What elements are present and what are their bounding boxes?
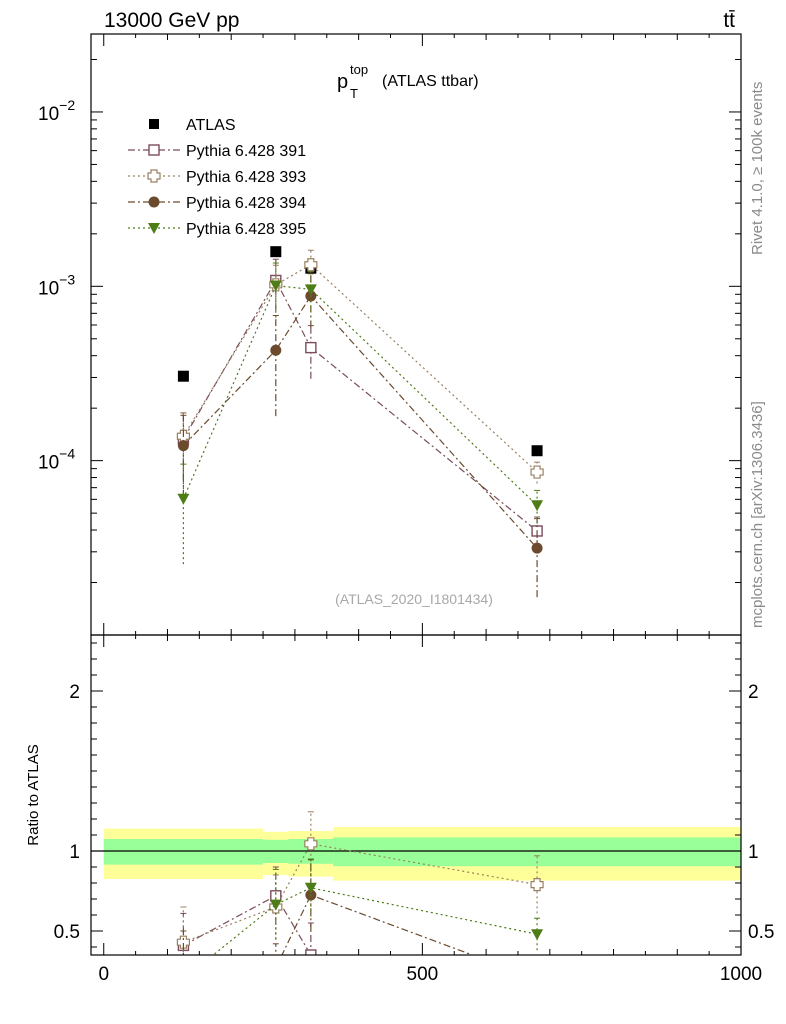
ratio-frame [90,634,742,956]
ratio-line-pythia-6-428-391 [183,894,317,955]
legend-marker-391 [148,144,160,156]
series-line-pythia-6-428-393 [182,263,538,473]
mcplots-source-label: mcplots.cern.ch [arXiv:1306.3436] [749,401,766,628]
data-point-pythia-6-428-395-3 [531,500,544,512]
ratio-ytick-label-right-1: 1 [748,842,759,863]
data-point-pythia-6-428-391-2 [305,341,317,354]
plot-title-symbol: p [337,71,348,93]
ratio-ytick-label-right-0: 0.5 [748,922,774,943]
series-line-pythia-6-428-394 [182,295,538,549]
ytick-label-0: 10−4 [38,446,75,474]
series-line-pythia-6-428-391 [182,279,538,532]
data-point-pythia-6-428-394-3 [531,542,543,554]
data-point-pythia-6-428-393-3 [530,465,544,479]
data-point-pythia-6-428-393-2 [304,258,318,272]
legend: ATLAS Pythia 6.428 391 Pythia 6.428 393 … [128,117,306,238]
ratio-ytick-label-right-2: 2 [748,682,759,703]
plot-title-subscript: T [350,86,358,101]
ratio-ytick-label-left-2: 2 [69,682,80,703]
legend-entry-394: Pythia 6.428 394 [128,195,306,212]
plot-title-superscript: top [350,62,368,77]
ytick-exponent-2: −2 [59,97,75,113]
legend-label-391: Pythia 6.428 391 [186,143,306,160]
ratio-line-pythia-6-428-393 [183,843,538,943]
xtick-label-0: 0 [98,964,109,985]
main-panel: 10−4 10−3 10−2 p top T (ATLAS ttbar) (ATLA… [38,33,742,636]
data-point-pythia-6-428-395-2 [304,284,317,296]
main-axis-ticks: 10−4 10−3 10−2 [38,34,742,636]
ratio-point-pythia-6-428-393-3 [530,878,544,892]
ratio-point-pythia-6-428-394-3 [532,974,543,985]
ratio-point-pythia-6-428-394-0 [178,958,189,969]
ratio-plot-area [91,811,741,985]
process-label: tt̄ [723,9,735,32]
legend-label-393: Pythia 6.428 393 [186,169,306,186]
legend-entry-391: Pythia 6.428 391 [128,143,306,160]
legend-marker-atlas [149,119,159,129]
legend-marker-394 [148,196,160,208]
data-point-pythia-6-428-395-0 [177,493,190,505]
uncertainty-band-inner-0 [103,839,264,865]
ytick-exponent-0: −4 [59,446,75,462]
ratio-line-pythia-6-428-395 [212,887,538,955]
ratio-point-pythia-6-428-391-3 [532,974,542,984]
ratio-point-pythia-6-428-395-2 [304,882,317,894]
legend-label-394: Pythia 6.428 394 [186,195,306,212]
data-point-atlas-0 [177,370,189,382]
xtick-label-2: 1000 [720,964,762,985]
ytick-exponent-1: −3 [59,271,75,287]
ratio-point-pythia-6-428-395-3 [531,929,544,941]
main-plot-area [176,246,544,598]
data-point-pythia-6-428-395-1 [269,280,282,292]
legend-marker-393 [147,169,161,183]
ratio-ytick-label-left-0: 0.5 [54,922,80,943]
ytick-label-1: 10−3 [38,271,75,299]
data-point-pythia-6-428-394-0 [177,440,189,452]
data-point-pythia-6-428-394-1 [270,344,282,356]
ratio-axis-ticks: 0.5 0.5 1 1 2 2 0 500 1000 [54,635,774,985]
ratio-point-pythia-6-428-393-0 [176,935,191,949]
legend-entry-393: Pythia 6.428 393 [128,169,306,186]
legend-label-395: Pythia 6.428 395 [186,221,306,238]
rivet-version-label: Rivet 4.1.0, ≥ 100k events [749,82,766,255]
series-line-pythia-6-428-395 [182,284,538,506]
data-point-atlas-1 [270,246,282,258]
ratio-point-pythia-6-428-395-0 [177,974,189,985]
plot-title-text: (ATLAS ttbar) [382,73,479,90]
ratio-point-pythia-6-428-395-1 [269,899,282,911]
energy-label: 13000 GeV pp [104,9,239,32]
legend-entry-395: Pythia 6.428 395 [128,221,306,238]
ratio-point-pythia-6-428-394-1 [270,962,281,973]
ratio-point-pythia-6-428-393-2 [304,837,318,851]
ratio-point-pythia-6-428-391-2 [305,949,317,955]
ratio-panel: 0.5 0.5 1 1 2 2 0 500 1000 Ratio to ATLAS [25,634,774,985]
xtick-label-1: 500 [407,964,439,985]
data-point-atlas-3 [531,445,543,457]
legend-label-atlas: ATLAS [186,117,236,134]
ratio-ytick-label-left-1: 1 [69,842,80,863]
analysis-id-label: (ATLAS_2020_I1801434) [335,591,493,607]
legend-entry-atlas: ATLAS [149,117,236,134]
legend-marker-395 [148,223,160,234]
ytick-label-2: 10−2 [38,97,75,125]
ratio-ylabel: Ratio to ATLAS [25,744,42,845]
ratio-line-pythia-6-428-394 [281,894,475,955]
